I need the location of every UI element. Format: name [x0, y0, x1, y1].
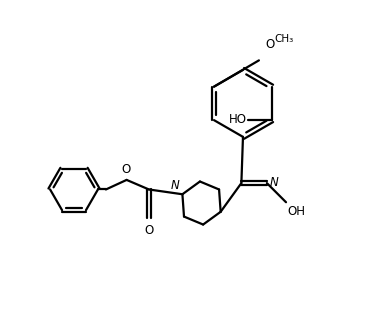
Text: O: O — [144, 224, 153, 237]
Text: N: N — [269, 176, 278, 189]
Text: O: O — [265, 38, 275, 51]
Text: N: N — [171, 179, 180, 192]
Text: O: O — [121, 163, 131, 176]
Text: OH: OH — [288, 205, 305, 218]
Text: CH₃: CH₃ — [275, 34, 294, 44]
Text: HO: HO — [229, 113, 247, 126]
